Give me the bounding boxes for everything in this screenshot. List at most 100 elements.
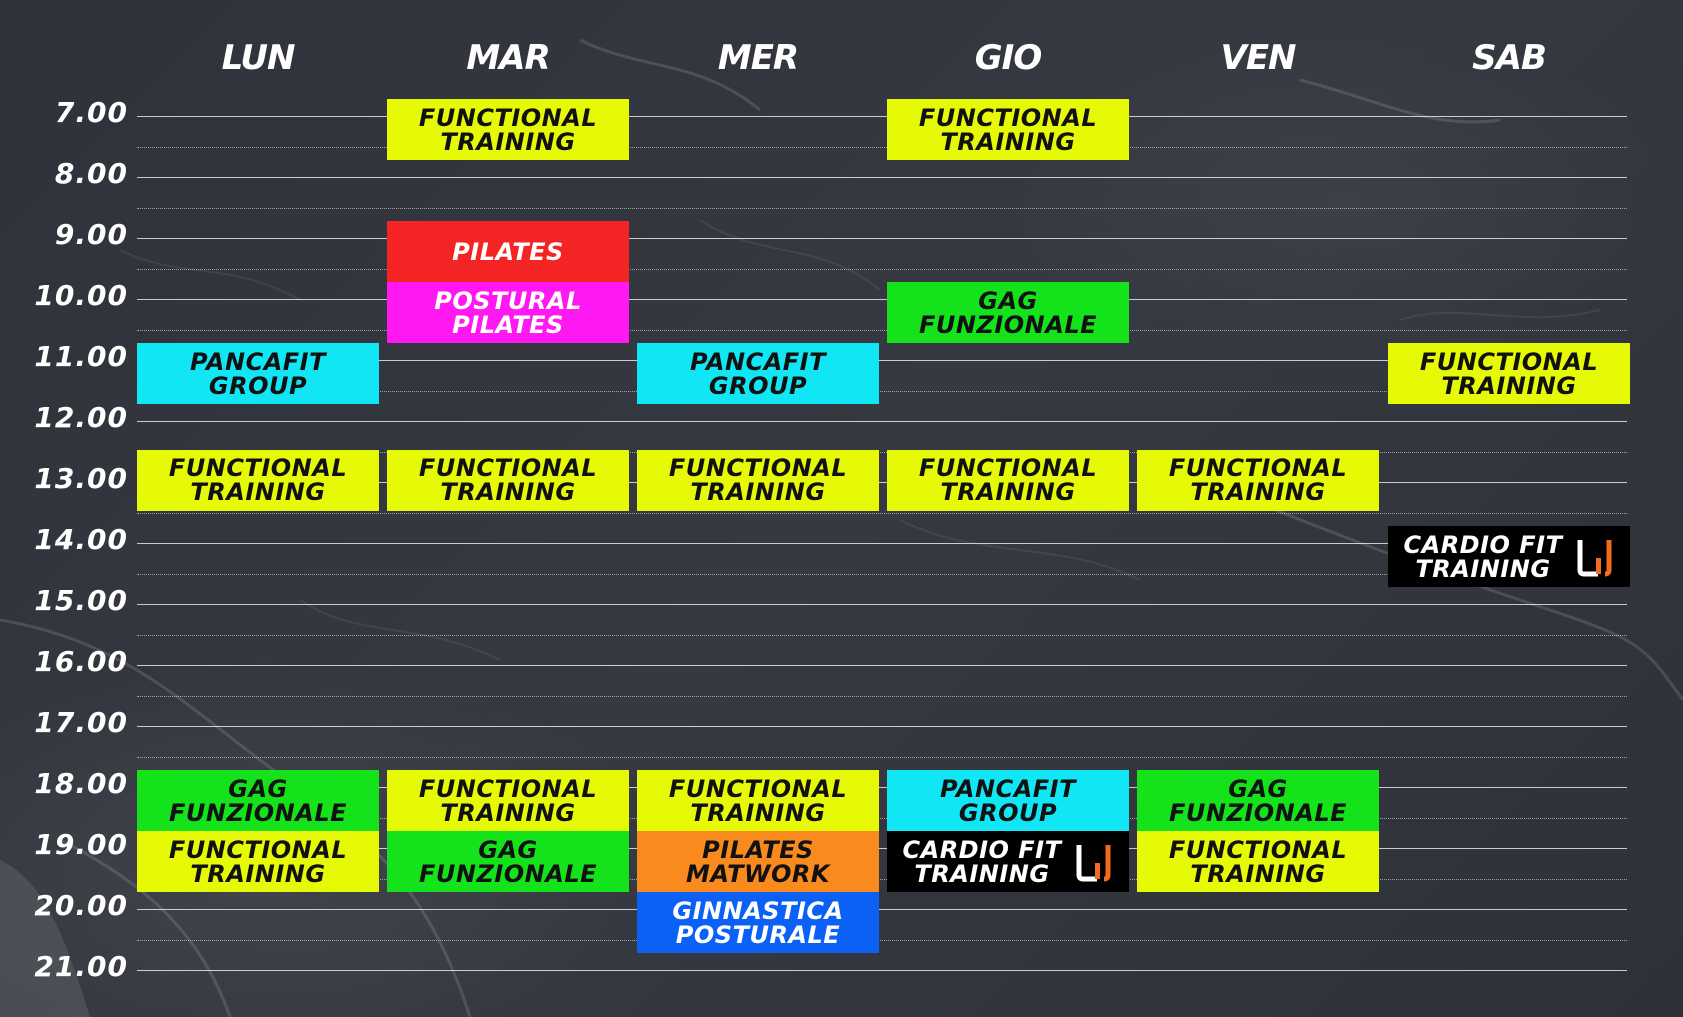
class-label: FUNCTIONAL TRAINING <box>1419 347 1599 400</box>
time-label: 7.00 <box>54 96 128 129</box>
day-header-ven: VEN <box>1220 38 1297 78</box>
class-pilates-mar[interactable]: PILATES <box>387 221 629 282</box>
time-label: 15.00 <box>34 584 128 617</box>
class-functional-training-mer[interactable]: FUNCTIONAL TRAINING <box>637 449 879 511</box>
class-label: FUNCTIONAL TRAINING <box>1168 835 1348 888</box>
hour-line <box>137 299 1627 300</box>
hour-line <box>137 238 1627 239</box>
half-hour-line <box>137 146 1627 148</box>
class-label: GINNASTICA POSTURALE <box>672 896 844 949</box>
class-label: FUNCTIONAL TRAINING <box>418 103 598 156</box>
hour-line <box>137 665 1627 666</box>
class-label: FUNCTIONAL TRAINING <box>418 774 598 827</box>
class-label: FUNCTIONAL TRAINING <box>168 835 348 888</box>
class-label: GAG FUNZIONALE <box>418 835 598 888</box>
class-functional-training-gio[interactable]: FUNCTIONAL TRAINING <box>887 99 1129 160</box>
time-label: 10.00 <box>34 279 128 312</box>
half-hour-line <box>137 939 1627 941</box>
hour-line <box>137 787 1627 788</box>
hour-line <box>137 726 1627 727</box>
brand-logo-icon <box>1076 844 1111 881</box>
class-functional-training-ven[interactable]: FUNCTIONAL TRAINING <box>1137 831 1379 892</box>
half-hour-line <box>137 451 1627 453</box>
time-label: 17.00 <box>34 706 128 739</box>
class-label: CARDIO FIT TRAINING <box>1403 530 1563 583</box>
class-pilates-matwork-mer[interactable]: PILATES MATWORK <box>637 831 879 892</box>
half-hour-line <box>137 695 1627 697</box>
class-label: GAG FUNZIONALE <box>168 774 348 827</box>
hour-line <box>137 116 1627 117</box>
half-hour-line <box>137 878 1627 880</box>
day-header-mer: MER <box>717 38 799 78</box>
class-functional-training-lun[interactable]: FUNCTIONAL TRAINING <box>137 449 379 511</box>
half-hour-line <box>137 573 1627 575</box>
class-pancafit-group-mer[interactable]: PANCAFIT GROUP <box>637 343 879 404</box>
time-label: 11.00 <box>34 340 128 373</box>
time-label: 13.00 <box>34 462 128 495</box>
class-label: PANCAFIT GROUP <box>190 347 326 400</box>
day-header-sab: SAB <box>1472 38 1547 78</box>
half-hour-line <box>137 512 1627 514</box>
hour-line <box>137 543 1627 544</box>
class-functional-training-mer[interactable]: FUNCTIONAL TRAINING <box>637 770 879 831</box>
class-label: CARDIO FIT TRAINING <box>902 835 1062 888</box>
class-cardio-fit-training-sab[interactable]: CARDIO FIT TRAINING <box>1388 526 1630 587</box>
hour-line <box>137 604 1627 605</box>
time-label: 8.00 <box>54 157 128 190</box>
class-functional-training-mar[interactable]: FUNCTIONAL TRAINING <box>387 770 629 831</box>
half-hour-line <box>137 756 1627 758</box>
class-label: PILATES <box>452 237 564 266</box>
hour-line <box>137 482 1627 483</box>
class-label: FUNCTIONAL TRAINING <box>668 774 848 827</box>
class-ginnastica-posturale-mer[interactable]: GINNASTICA POSTURALE <box>637 892 879 953</box>
half-hour-line <box>137 207 1627 209</box>
class-label: FUNCTIONAL TRAINING <box>418 454 598 507</box>
class-functional-training-lun[interactable]: FUNCTIONAL TRAINING <box>137 831 379 892</box>
day-header-lun: LUN <box>221 38 296 78</box>
time-label: 20.00 <box>34 889 128 922</box>
class-label: FUNCTIONAL TRAINING <box>918 454 1098 507</box>
class-gag-funzionale-ven[interactable]: GAG FUNZIONALE <box>1137 770 1379 831</box>
half-hour-line <box>137 268 1627 270</box>
time-label: 9.00 <box>54 218 128 251</box>
class-label: FUNCTIONAL TRAINING <box>168 454 348 507</box>
hour-line <box>137 848 1627 849</box>
class-label: PILATES MATWORK <box>686 835 830 888</box>
class-label: FUNCTIONAL TRAINING <box>1168 454 1348 507</box>
hour-line <box>137 360 1627 361</box>
class-functional-training-sab[interactable]: FUNCTIONAL TRAINING <box>1388 343 1630 404</box>
class-functional-training-ven[interactable]: FUNCTIONAL TRAINING <box>1137 449 1379 511</box>
half-hour-line <box>137 634 1627 636</box>
class-cardio-fit-training-gio[interactable]: CARDIO FIT TRAINING <box>887 831 1129 892</box>
class-gag-funzionale-lun[interactable]: GAG FUNZIONALE <box>137 770 379 831</box>
time-label: 12.00 <box>34 401 128 434</box>
hour-line <box>137 970 1627 971</box>
half-hour-line <box>137 390 1627 392</box>
class-gag-funzionale-mar[interactable]: GAG FUNZIONALE <box>387 831 629 892</box>
half-hour-line <box>137 817 1627 819</box>
day-header-gio: GIO <box>974 38 1042 78</box>
class-functional-training-gio[interactable]: FUNCTIONAL TRAINING <box>887 449 1129 511</box>
time-label: 14.00 <box>34 523 128 556</box>
class-label: PANCAFIT GROUP <box>940 774 1076 827</box>
hour-line <box>137 421 1627 422</box>
class-label: FUNCTIONAL TRAINING <box>918 103 1098 156</box>
hour-line <box>137 909 1627 910</box>
class-label: GAG FUNZIONALE <box>918 286 1098 339</box>
time-label: 16.00 <box>34 645 128 678</box>
time-label: 19.00 <box>34 828 128 861</box>
class-label: FUNCTIONAL TRAINING <box>668 454 848 507</box>
class-label: POSTURAL PILATES <box>434 286 582 339</box>
half-hour-line <box>137 329 1627 331</box>
class-functional-training-mar[interactable]: FUNCTIONAL TRAINING <box>387 449 629 511</box>
class-gag-funzionale-gio[interactable]: GAG FUNZIONALE <box>887 282 1129 343</box>
class-postural-pilates-mar[interactable]: POSTURAL PILATES <box>387 282 629 343</box>
class-pancafit-group-gio[interactable]: PANCAFIT GROUP <box>887 770 1129 831</box>
class-label: PANCAFIT GROUP <box>690 347 826 400</box>
time-label: 21.00 <box>34 950 128 983</box>
class-label: GAG FUNZIONALE <box>1168 774 1348 827</box>
class-pancafit-group-lun[interactable]: PANCAFIT GROUP <box>137 343 379 404</box>
time-label: 18.00 <box>34 767 128 800</box>
class-functional-training-mar[interactable]: FUNCTIONAL TRAINING <box>387 99 629 160</box>
brand-logo-icon <box>1577 539 1612 576</box>
